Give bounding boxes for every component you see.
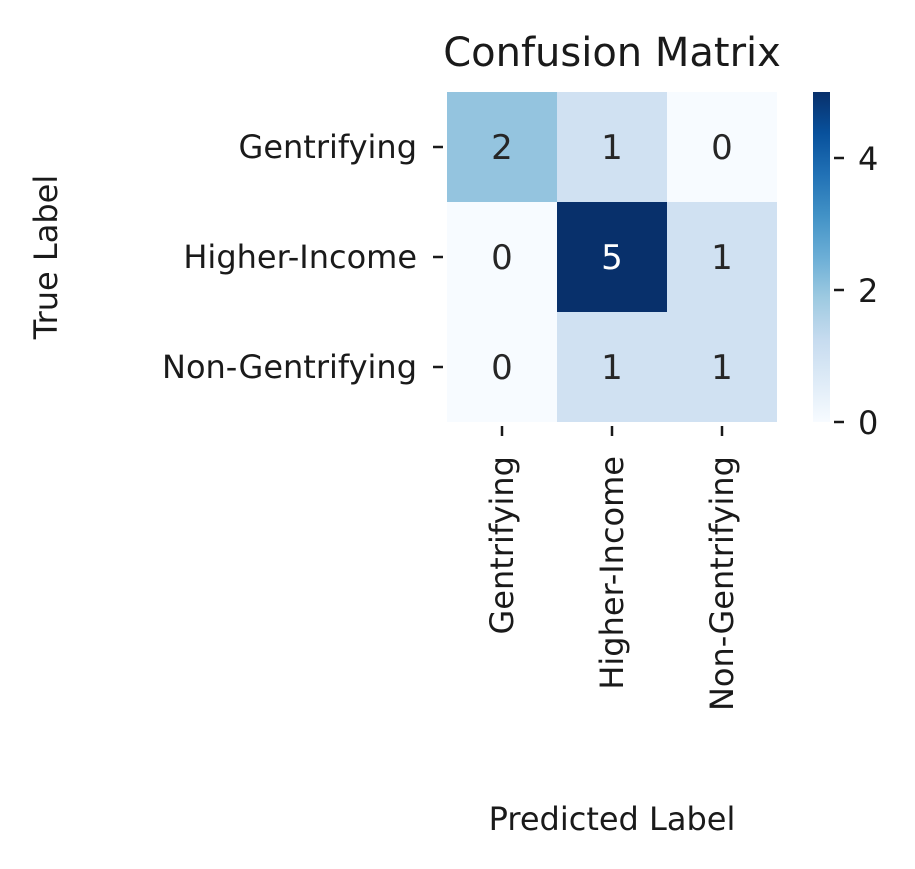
colorbar bbox=[813, 92, 830, 422]
heatmap-cell bbox=[447, 92, 557, 202]
heatmap-cell bbox=[667, 92, 777, 202]
heatmap-cell bbox=[447, 202, 557, 312]
y-tick-label: Gentrifying bbox=[239, 128, 417, 166]
x-tick-label: Gentrifying bbox=[483, 456, 521, 634]
cell-value-label: 1 bbox=[601, 128, 623, 168]
cell-value-label: 0 bbox=[491, 238, 513, 278]
x-axis-label: Predicted Label bbox=[489, 800, 736, 838]
y-axis-label: True Label bbox=[27, 175, 65, 340]
cell-value-label: 5 bbox=[601, 238, 623, 278]
heatmap-cells: 2 1 00 5 10 1 1 bbox=[447, 92, 777, 422]
chart-title: Confusion Matrix bbox=[443, 30, 781, 76]
cell-value-label: 1 bbox=[711, 238, 733, 278]
heatmap-cell bbox=[667, 202, 777, 312]
cell-value-label: 1 bbox=[601, 348, 623, 388]
colorbar-tick-label: 0 bbox=[858, 404, 878, 442]
heatmap-cell bbox=[447, 312, 557, 422]
y-tick-label: Higher-Income bbox=[183, 238, 417, 276]
heatmap-cell bbox=[557, 92, 667, 202]
colorbar-tick-label: 2 bbox=[858, 272, 878, 310]
cell-value-label: 1 bbox=[711, 348, 733, 388]
cell-value-label: 0 bbox=[491, 348, 513, 388]
colorbar-ticks: 0 2 4 bbox=[834, 140, 878, 442]
heatmap-cell bbox=[667, 312, 777, 422]
x-tick-label: Higher-Income bbox=[593, 456, 631, 690]
colorbar-tick-label: 4 bbox=[858, 140, 878, 178]
x-tick-label: Non-Gentrifying bbox=[703, 456, 741, 711]
x-axis-ticks: Gentrifying Higher-Income Non-Gentrifying bbox=[483, 426, 741, 711]
heatmap-cell bbox=[557, 312, 667, 422]
heatmap-cell bbox=[557, 202, 667, 312]
y-axis-ticks: Gentrifying Higher-Income Non-Gentrifying bbox=[162, 128, 443, 386]
cell-value-label: 2 bbox=[491, 128, 513, 168]
cell-value-label: 0 bbox=[711, 128, 733, 168]
y-tick-label: Non-Gentrifying bbox=[162, 348, 417, 386]
